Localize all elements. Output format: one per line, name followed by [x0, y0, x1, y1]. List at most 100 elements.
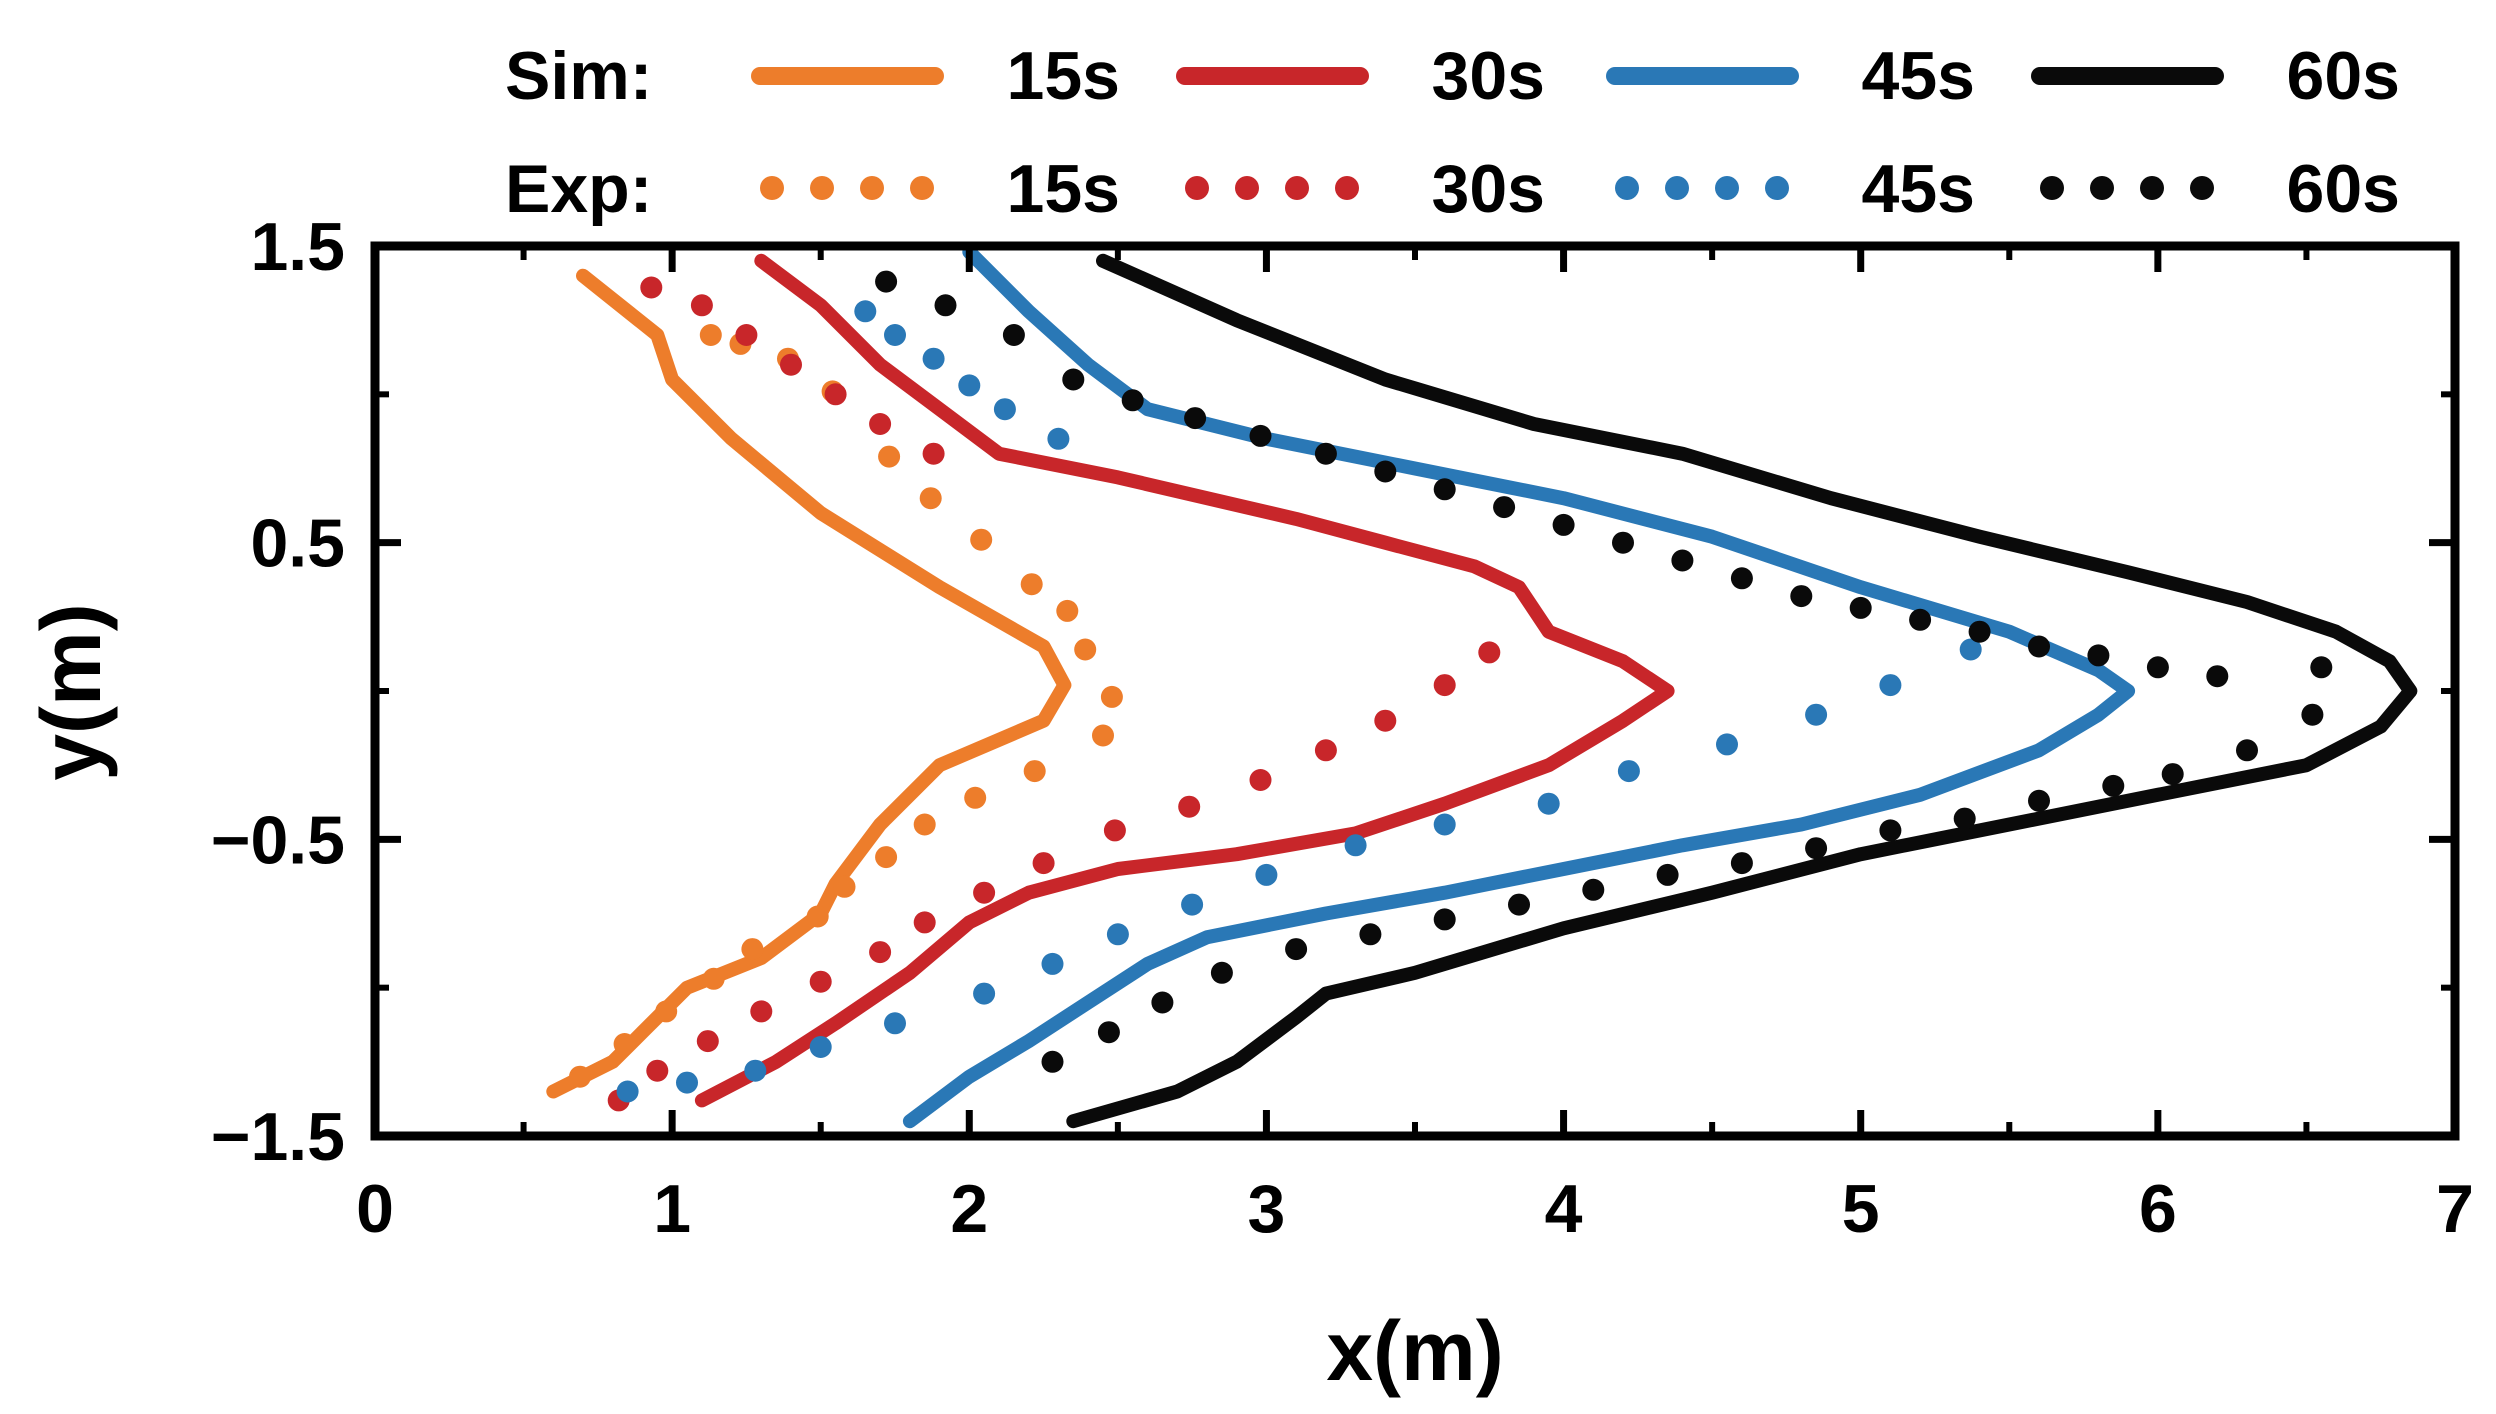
data-point [1730, 852, 1753, 875]
x-tick-label: 2 [950, 1171, 988, 1247]
data-point [913, 911, 936, 934]
data-point [1314, 442, 1337, 465]
data-point [1959, 638, 1982, 661]
data-point [646, 1059, 669, 1082]
data-point [2206, 665, 2229, 688]
x-tick-label: 4 [1545, 1171, 1583, 1247]
legend-dot [1185, 176, 1209, 200]
legend-exp-swatch [1615, 176, 1789, 200]
data-point [655, 1000, 678, 1023]
tick-layer: 0 1 2 3 4 5 6 7 1.5 0.5 −0.5 −1.5 [211, 209, 2474, 1247]
data-point [854, 300, 877, 323]
data-point [702, 967, 725, 990]
legend-exp-swatch [760, 176, 934, 200]
data-point [1849, 596, 1872, 619]
legend-exp-swatch [1185, 176, 1359, 200]
series-line-sim-30s [694, 253, 1675, 1108]
data-point [1002, 324, 1025, 346]
data-point [1210, 961, 1233, 984]
legend-items: 15s 15s 30s 30s 45s 45s 60s 60s [751, 38, 2400, 227]
data-point [750, 1000, 773, 1023]
data-point [913, 813, 936, 836]
data-point [1968, 620, 1991, 643]
series-points-exp-45s [616, 300, 1982, 1103]
data-point [1359, 923, 1382, 946]
data-point [2146, 656, 2169, 679]
legend-exp-swatch [2040, 176, 2214, 200]
data-point [1656, 863, 1679, 886]
x-axis-title: x(m) [1326, 1304, 1503, 1398]
legend-dot [810, 176, 834, 200]
data-point [696, 1030, 719, 1053]
data-point [878, 445, 901, 468]
data-point [833, 875, 856, 898]
y-tick-label: −1.5 [211, 1099, 345, 1175]
data-point [1151, 991, 1174, 1014]
legend-sim-time: 15s [1007, 38, 1120, 114]
data-point [616, 1080, 639, 1103]
data-point [1671, 549, 1694, 572]
data-point [869, 941, 892, 964]
data-point [2087, 644, 2110, 667]
y-tick-label: 0.5 [250, 506, 345, 582]
legend-sim-time: 30s [1432, 38, 1545, 114]
data-point [1074, 638, 1097, 661]
legend-sim-time: 45s [1862, 38, 1975, 114]
data-point [1953, 807, 1976, 830]
data-point [1181, 893, 1204, 916]
data-point [922, 442, 945, 465]
series-line-sim-45s [902, 244, 2136, 1129]
data-point [970, 528, 993, 551]
legend-dot [1615, 176, 1639, 200]
data-point [1032, 852, 1055, 875]
data-point [1433, 674, 1456, 697]
legend-exp-label: Exp: [505, 151, 652, 227]
series-line-sim-60s [1066, 253, 2418, 1129]
series-points-exp-60s [875, 270, 2333, 1073]
data-point [1184, 407, 1207, 430]
legend-dot [1765, 176, 1789, 200]
legend-dot [1665, 176, 1689, 200]
data-point [2028, 635, 2050, 658]
x-tick-label: 1 [653, 1171, 691, 1247]
data-point [1314, 739, 1337, 762]
y-tick-label: 1.5 [250, 209, 345, 285]
data-point [676, 1071, 698, 1094]
data-point [735, 324, 758, 346]
x-tick-label: 5 [1842, 1171, 1880, 1247]
legend-exp-time: 45s [1862, 151, 1975, 227]
data-point [869, 413, 892, 435]
legend-dot [2190, 176, 2214, 200]
legend-exp-time: 30s [1432, 151, 1545, 227]
data-point [741, 938, 764, 961]
legend-dot [2090, 176, 2114, 200]
data-point [613, 1033, 636, 1055]
data-point [2236, 739, 2258, 762]
x-tick-label: 6 [2139, 1171, 2177, 1247]
data-point [1508, 893, 1530, 916]
data-point [1106, 923, 1129, 946]
legend-sim-time: 60s [2287, 38, 2400, 114]
data-point [1537, 792, 1560, 815]
data-point [569, 1065, 591, 1088]
series-layer [546, 244, 2418, 1129]
data-point [2301, 703, 2324, 726]
data-point [1374, 460, 1397, 483]
legend-sim-label: Sim: [505, 38, 652, 114]
data-point [1805, 837, 1828, 860]
data-point [1433, 813, 1456, 836]
legend: Sim: Exp: 15s 15s 30s 30s 45s 45s 60s 60s [505, 38, 2400, 227]
data-point [1255, 863, 1278, 886]
data-point [1582, 878, 1605, 901]
x-tick-label: 0 [356, 1171, 394, 1247]
legend-dot [2040, 176, 2064, 200]
data-point [1433, 908, 1456, 931]
legend-dot [860, 176, 884, 200]
data-point [780, 353, 802, 376]
data-point [824, 383, 847, 406]
data-point [973, 881, 996, 904]
data-point [993, 398, 1016, 421]
data-point [744, 1059, 767, 1082]
data-point [1285, 938, 1308, 961]
y-axis-title: y(m) [24, 603, 118, 780]
